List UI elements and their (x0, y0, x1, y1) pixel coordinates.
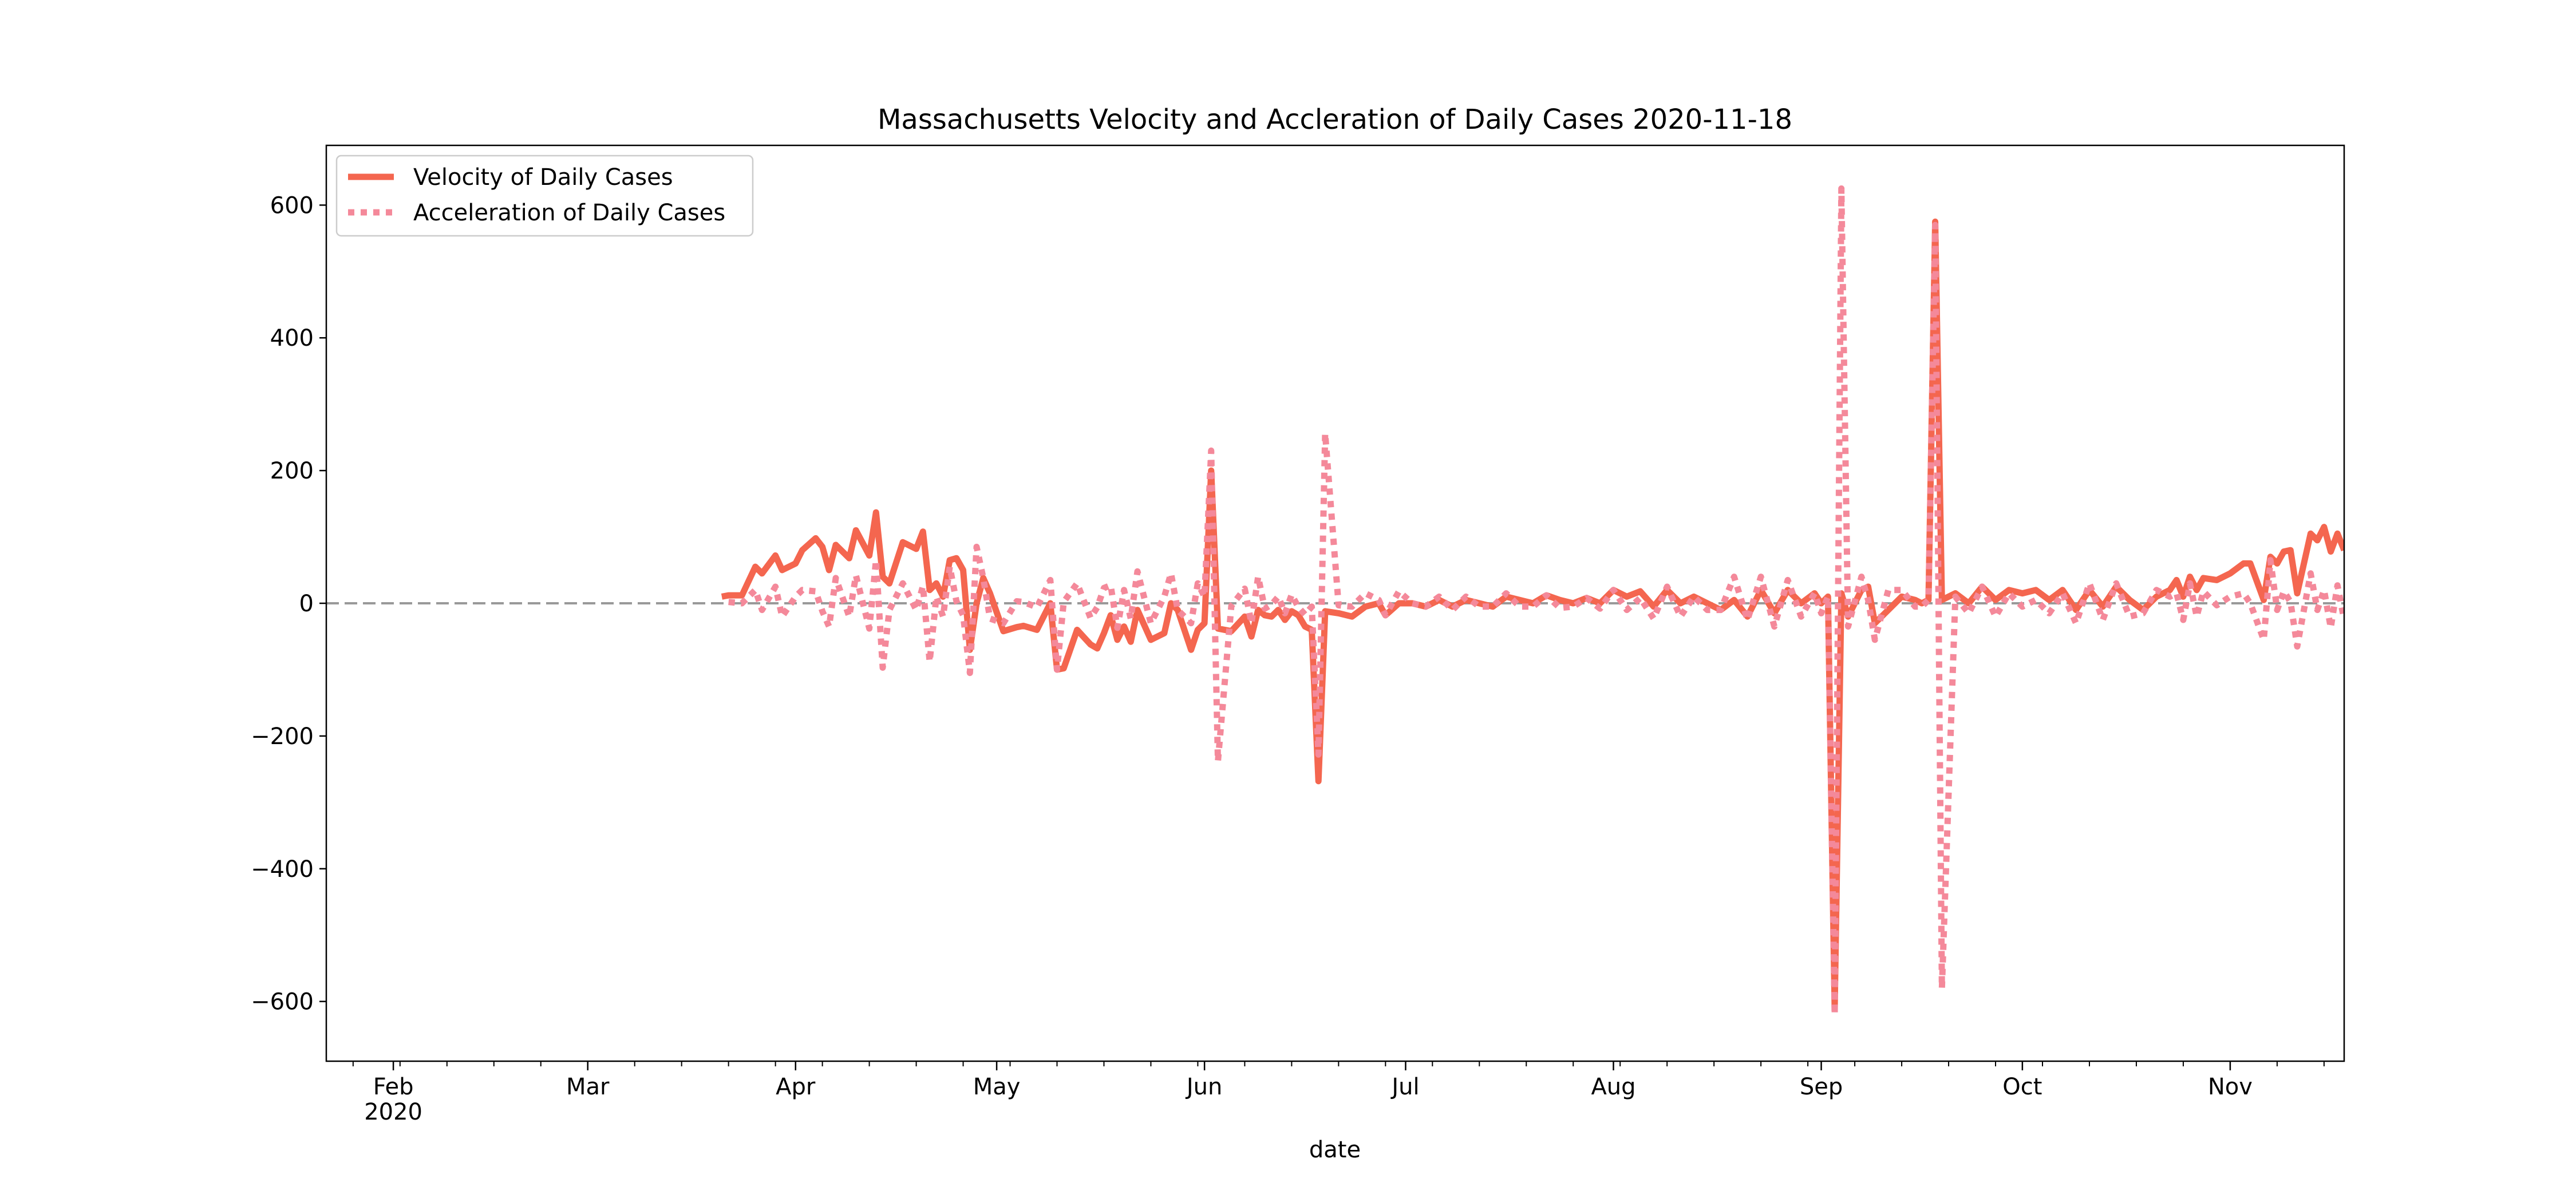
y-tick-label: 600 (270, 192, 314, 219)
y-tick-label: 0 (299, 591, 314, 617)
x-tick-label: Jun (1185, 1074, 1223, 1100)
x-tick-label: Oct (2002, 1074, 2042, 1100)
chart-title: Massachusetts Velocity and Accleration o… (878, 104, 1792, 136)
y-tick-label: −400 (251, 856, 314, 883)
y-axis: 600 400 200 0 −200 −400 −600 (251, 192, 326, 1015)
x-tick-label: Feb (373, 1074, 414, 1100)
plot-area (326, 185, 2344, 1018)
legend-label-velocity: Velocity of Daily Cases (413, 164, 673, 191)
y-tick-label: −200 (251, 723, 314, 750)
series-line-acceleration (728, 185, 2344, 1018)
x-tick-label: Jul (1390, 1074, 1419, 1100)
x-tick-label: Apr (776, 1074, 816, 1100)
y-tick-label: 200 (270, 458, 314, 484)
y-tick-label: 400 (270, 325, 314, 351)
axes-frame (325, 144, 2345, 1062)
x-axis-label: date (1309, 1137, 1361, 1163)
legend-label-acceleration: Acceleration of Daily Cases (413, 200, 725, 226)
x-tick-label: Nov (2208, 1074, 2253, 1100)
y-tick-label: −600 (251, 989, 314, 1015)
x-tick-label: May (973, 1074, 1021, 1100)
x-tick-label: Mar (566, 1074, 610, 1100)
x-tick-year-label: 2020 (364, 1099, 422, 1125)
x-tick-label: Sep (1800, 1074, 1843, 1100)
legend: Velocity of Daily Cases Acceleration of … (335, 155, 754, 237)
legend-box (335, 155, 754, 237)
x-tick-label: Aug (1591, 1074, 1635, 1100)
